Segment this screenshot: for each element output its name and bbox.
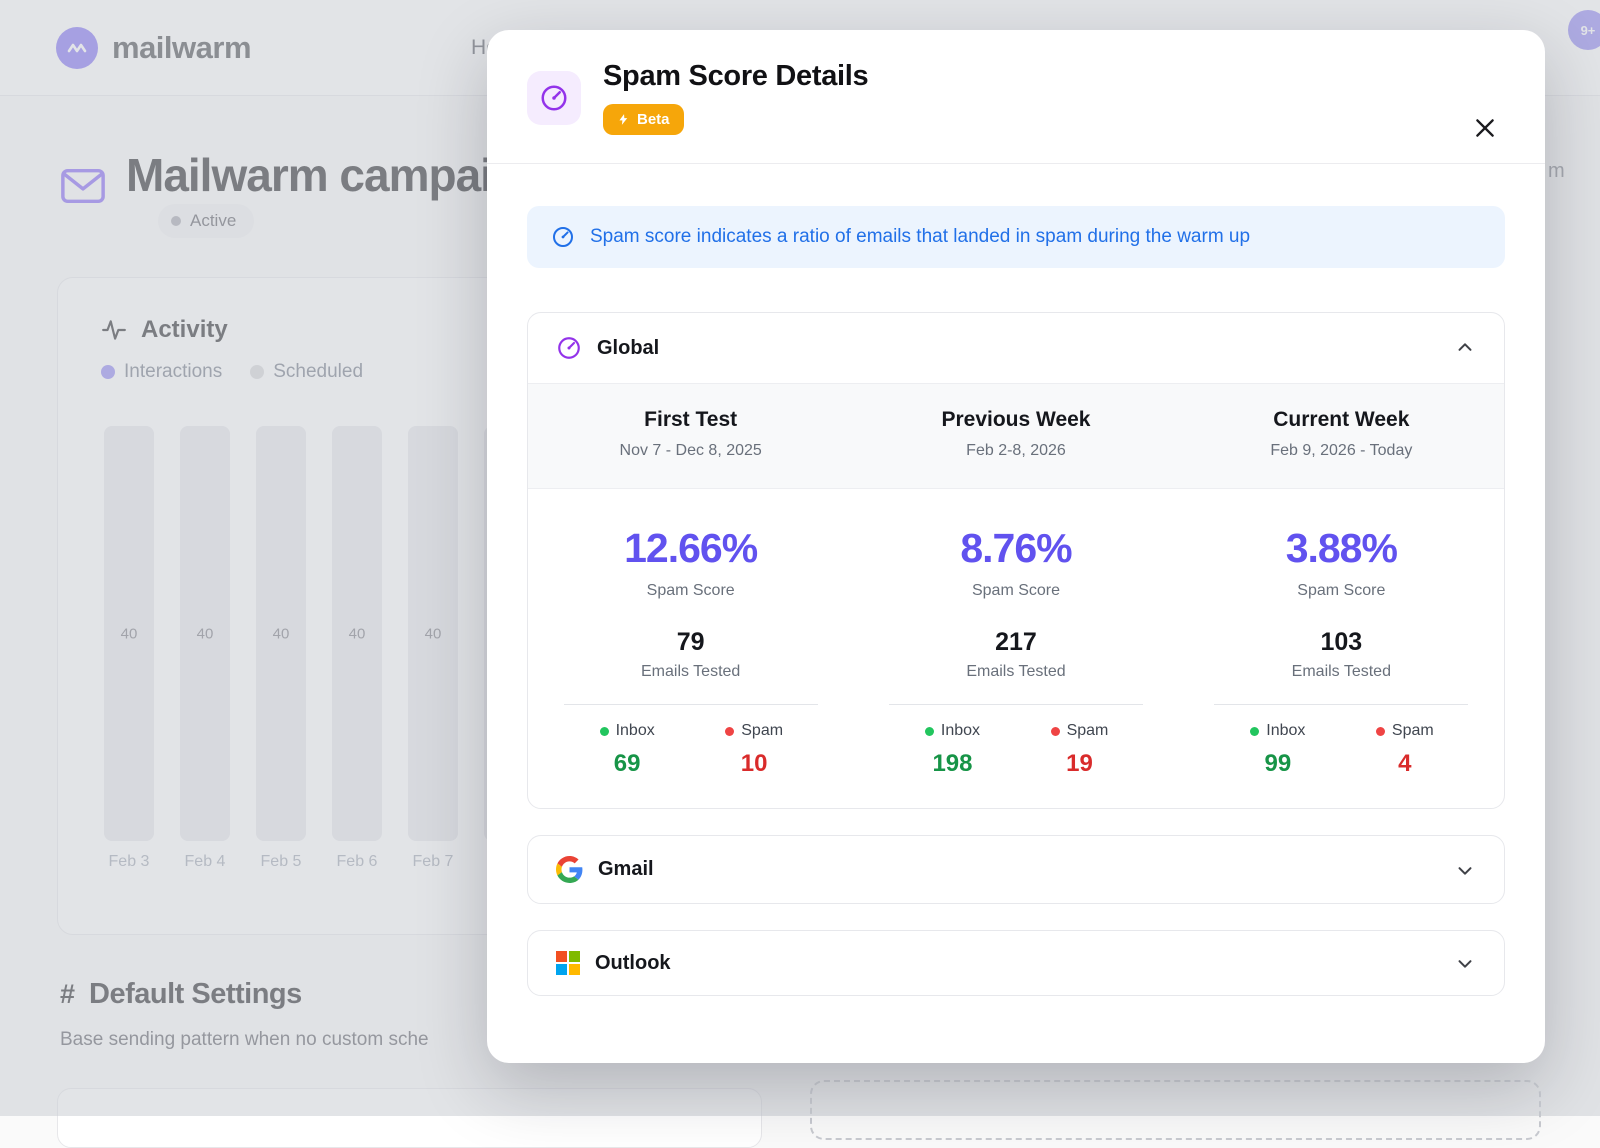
inbox-spam-row: Inbox 99 Spam 4 <box>1214 722 1468 778</box>
modal-title: Spam Score Details <box>603 60 869 92</box>
outlook-section-label: Outlook <box>595 951 671 974</box>
google-icon <box>556 856 583 883</box>
gmail-section: Gmail <box>527 835 1505 904</box>
emails-tested-value: 103 <box>1320 628 1363 656</box>
gmail-section-toggle[interactable]: Gmail <box>528 836 1504 903</box>
chevron-down-icon <box>1454 952 1476 974</box>
spam-score-value: 12.66% <box>624 525 758 571</box>
global-section-label: Global <box>597 336 660 359</box>
spam-dot-icon <box>725 726 735 736</box>
modal-header: Spam Score Details Beta <box>487 30 1545 164</box>
chevron-up-icon <box>1454 337 1476 359</box>
period-first-test: First Test Nov 7 - Dec 8, 2025 <box>619 408 762 459</box>
modal-title-block: Spam Score Details Beta <box>603 60 869 135</box>
global-section-toggle[interactable]: Global <box>528 313 1504 383</box>
scores-row: 12.66% Spam Score 79 Emails Tested Inbox… <box>528 489 1504 808</box>
inbox-spam-row: Inbox 69 Spam 10 <box>564 722 818 778</box>
emails-tested-value: 217 <box>995 628 1037 656</box>
divider <box>1214 704 1469 705</box>
info-gauge-icon <box>553 227 573 247</box>
close-icon <box>1476 119 1494 137</box>
spam-gauge-icon <box>527 70 581 125</box>
inbox-dot-icon <box>924 726 934 736</box>
inbox-dot-icon <box>599 726 609 736</box>
spam-score-value: 8.76% <box>960 525 1072 571</box>
divider <box>888 704 1143 705</box>
score-col-previous-week: 8.76% Spam Score 217 Emails Tested Inbox… <box>853 525 1178 778</box>
info-text: Spam score indicates a ratio of emails t… <box>590 226 1251 247</box>
beta-badge: Beta <box>603 104 684 135</box>
period-header-row: First Test Nov 7 - Dec 8, 2025 Previous … <box>528 383 1504 489</box>
gmail-section-label: Gmail <box>598 858 654 880</box>
spam-dot-icon <box>1050 726 1060 736</box>
score-col-current-week: 3.88% Spam Score 103 Emails Tested Inbox… <box>1179 525 1504 778</box>
chevron-down-icon <box>1454 859 1476 881</box>
microsoft-icon <box>556 951 580 975</box>
inbox-stat: Inbox 69 <box>564 722 691 778</box>
period-previous-week: Previous Week Feb 2-8, 2026 <box>941 408 1091 459</box>
spam-score-modal: Spam Score Details Beta Spam score indic… <box>487 30 1545 1063</box>
spam-stat: Spam 10 <box>691 722 818 778</box>
inbox-dot-icon <box>1250 726 1260 736</box>
inbox-stat: Inbox 198 <box>889 722 1016 778</box>
outlook-section-toggle[interactable]: Outlook <box>528 931 1504 995</box>
spam-dot-icon <box>1375 726 1385 736</box>
score-col-first-test: 12.66% Spam Score 79 Emails Tested Inbox… <box>528 525 853 778</box>
close-button[interactable] <box>1469 112 1501 144</box>
spam-stat: Spam 19 <box>1016 722 1143 778</box>
spam-stat: Spam 4 <box>1341 722 1468 778</box>
inbox-stat: Inbox 99 <box>1214 722 1341 778</box>
global-section: Global First Test Nov 7 - Dec 8, 2025 Pr… <box>527 312 1505 809</box>
period-current-week: Current Week Feb 9, 2026 - Today <box>1270 408 1413 459</box>
divider <box>563 704 818 705</box>
spam-score-value: 3.88% <box>1285 525 1398 571</box>
inbox-spam-row: Inbox 198 Spam 19 <box>889 722 1143 778</box>
emails-tested-value: 79 <box>676 628 705 656</box>
global-gauge-icon <box>558 337 580 359</box>
lightning-icon <box>619 114 628 125</box>
info-banner: Spam score indicates a ratio of emails t… <box>527 206 1505 268</box>
modal-body: Spam score indicates a ratio of emails t… <box>487 164 1545 996</box>
outlook-section: Outlook <box>527 930 1505 996</box>
